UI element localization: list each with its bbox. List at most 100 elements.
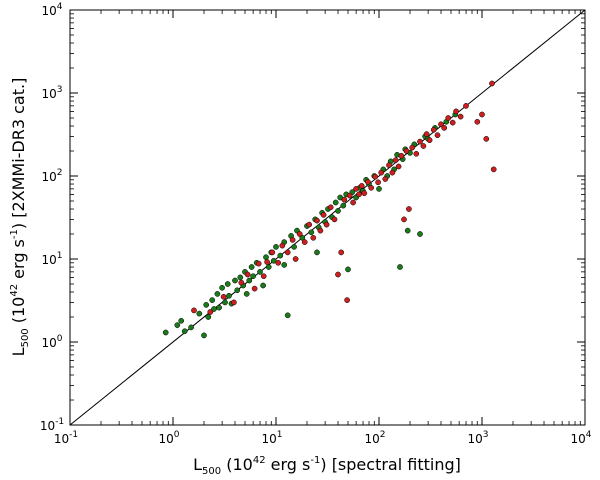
y-axis-label: L500 (1042 erg s-1) [2XMMi-DR3 cat.] [9, 78, 31, 357]
x-tick-label: 10-1 [54, 430, 78, 446]
green-data-point [291, 244, 297, 250]
red-data-point [275, 259, 282, 266]
green-data-point [376, 186, 382, 192]
y-axis-label-prefix: L [9, 347, 28, 356]
green-data-point [232, 277, 238, 284]
red-data-point [327, 204, 334, 211]
red-data-point [231, 299, 237, 306]
red-data-point [403, 148, 410, 154]
green-data-point [257, 269, 263, 275]
y-tick-label: 101 [41, 251, 62, 267]
red-data-point [441, 125, 448, 131]
x-tick-label: 104 [570, 430, 591, 446]
red-data-point [417, 138, 423, 145]
green-data-point [250, 273, 256, 280]
green-data-point [222, 299, 228, 306]
green-data-point [397, 264, 403, 270]
green-data-point [332, 199, 339, 206]
red-data-point [378, 169, 385, 176]
x-tick-label: 101 [261, 430, 282, 446]
green-data-point [178, 317, 185, 324]
x-tick-label: 100 [158, 430, 179, 446]
y-axis-label-sup: 42 [9, 284, 20, 297]
green-data-point [181, 328, 188, 335]
y-axis-label-units-sup: -1 [9, 229, 20, 239]
green-data-point [201, 332, 207, 339]
plot-frame [69, 9, 586, 426]
red-data-point [238, 279, 245, 286]
red-data-point [255, 260, 262, 267]
red-data-point [350, 199, 356, 206]
red-data-point [310, 234, 317, 241]
green-data-point [219, 284, 225, 291]
red-data-point [260, 273, 267, 280]
red-data-point [423, 131, 430, 137]
red-data-point [306, 221, 313, 228]
red-data-point [251, 285, 258, 292]
red-data-point [368, 184, 375, 191]
x-axis-label-suffix: ) [spectral fitting] [320, 455, 461, 474]
red-data-point [474, 118, 481, 125]
red-data-point [430, 126, 437, 133]
red-data-point [220, 293, 227, 300]
x-tick-label: 102 [364, 430, 385, 446]
green-data-point [248, 264, 255, 270]
red-data-point [301, 239, 308, 245]
x-axis-label-units: erg s [266, 455, 311, 474]
x-axis-label-rest: (10 [221, 455, 253, 474]
y-tick-label: 103 [41, 85, 62, 101]
red-data-point [398, 152, 405, 159]
red-data-point [356, 191, 362, 198]
one-to-one-line [69, 9, 586, 426]
x-axis-label-sub: 500 [202, 466, 221, 477]
green-data-point [265, 264, 272, 270]
red-data-point [386, 162, 392, 169]
red-data-point [483, 136, 490, 142]
y-axis-label-sub: 500 [20, 328, 31, 347]
green-data-point [196, 310, 203, 317]
red-data-point [320, 212, 327, 218]
y-tick-label: 102 [41, 168, 62, 184]
red-data-point [353, 186, 359, 192]
red-data-point [489, 80, 495, 87]
red-data-point [413, 150, 420, 157]
red-data-point [445, 115, 452, 121]
green-data-point [237, 274, 244, 281]
green-data-point [214, 291, 221, 297]
red-data-point [395, 163, 402, 170]
red-data-point [323, 221, 330, 228]
green-data-point [314, 249, 320, 256]
x-axis-label: L500 (1042 erg s-1) [spectral fitting] [193, 455, 461, 477]
red-data-point [292, 256, 299, 262]
red-data-point [341, 196, 348, 203]
red-data-point [317, 227, 324, 234]
green-data-point [188, 324, 194, 331]
red-data-point [449, 119, 456, 126]
y-axis-label-suffix: ) [2XMMi-DR3 cat.] [9, 78, 28, 229]
red-data-point [401, 216, 407, 223]
red-data-point [279, 242, 286, 249]
red-data-point [296, 231, 303, 237]
x-tick-label: 103 [467, 430, 488, 446]
red-data-point [331, 216, 338, 223]
red-data-point [375, 179, 381, 186]
x-axis-label-units-sup: -1 [310, 455, 320, 466]
green-data-point [404, 227, 411, 234]
red-data-point [409, 144, 416, 151]
green-data-point [226, 292, 232, 299]
red-data-point [314, 217, 320, 224]
x-axis-label-sup: 42 [253, 455, 266, 466]
x-axis-label-prefix: L [193, 455, 202, 474]
green-data-point [216, 304, 222, 311]
red-data-point [269, 249, 276, 256]
red-data-point [434, 132, 441, 139]
red-data-point [335, 271, 341, 278]
red-data-point [382, 176, 389, 182]
red-data-point [244, 271, 251, 278]
red-data-point [372, 173, 379, 180]
red-data-point [284, 249, 291, 256]
green-data-point [174, 322, 181, 328]
green-data-point [162, 329, 169, 336]
y-tick-label: 10-1 [40, 417, 64, 433]
